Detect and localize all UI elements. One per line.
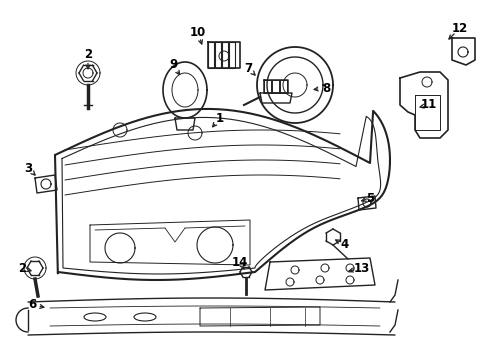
Text: 13: 13 xyxy=(353,261,369,274)
Text: 12: 12 xyxy=(451,22,467,35)
Text: 2: 2 xyxy=(18,261,26,274)
Text: 2: 2 xyxy=(84,49,92,62)
Text: 6: 6 xyxy=(28,298,36,311)
Text: 8: 8 xyxy=(321,81,329,94)
Text: 7: 7 xyxy=(244,62,251,75)
Text: 4: 4 xyxy=(340,238,348,252)
Text: 3: 3 xyxy=(24,162,32,175)
Text: 9: 9 xyxy=(168,58,177,72)
Text: 5: 5 xyxy=(365,192,373,204)
Text: 11: 11 xyxy=(420,99,436,112)
Text: 14: 14 xyxy=(231,256,248,269)
Text: 1: 1 xyxy=(216,112,224,125)
Text: 10: 10 xyxy=(189,26,206,39)
